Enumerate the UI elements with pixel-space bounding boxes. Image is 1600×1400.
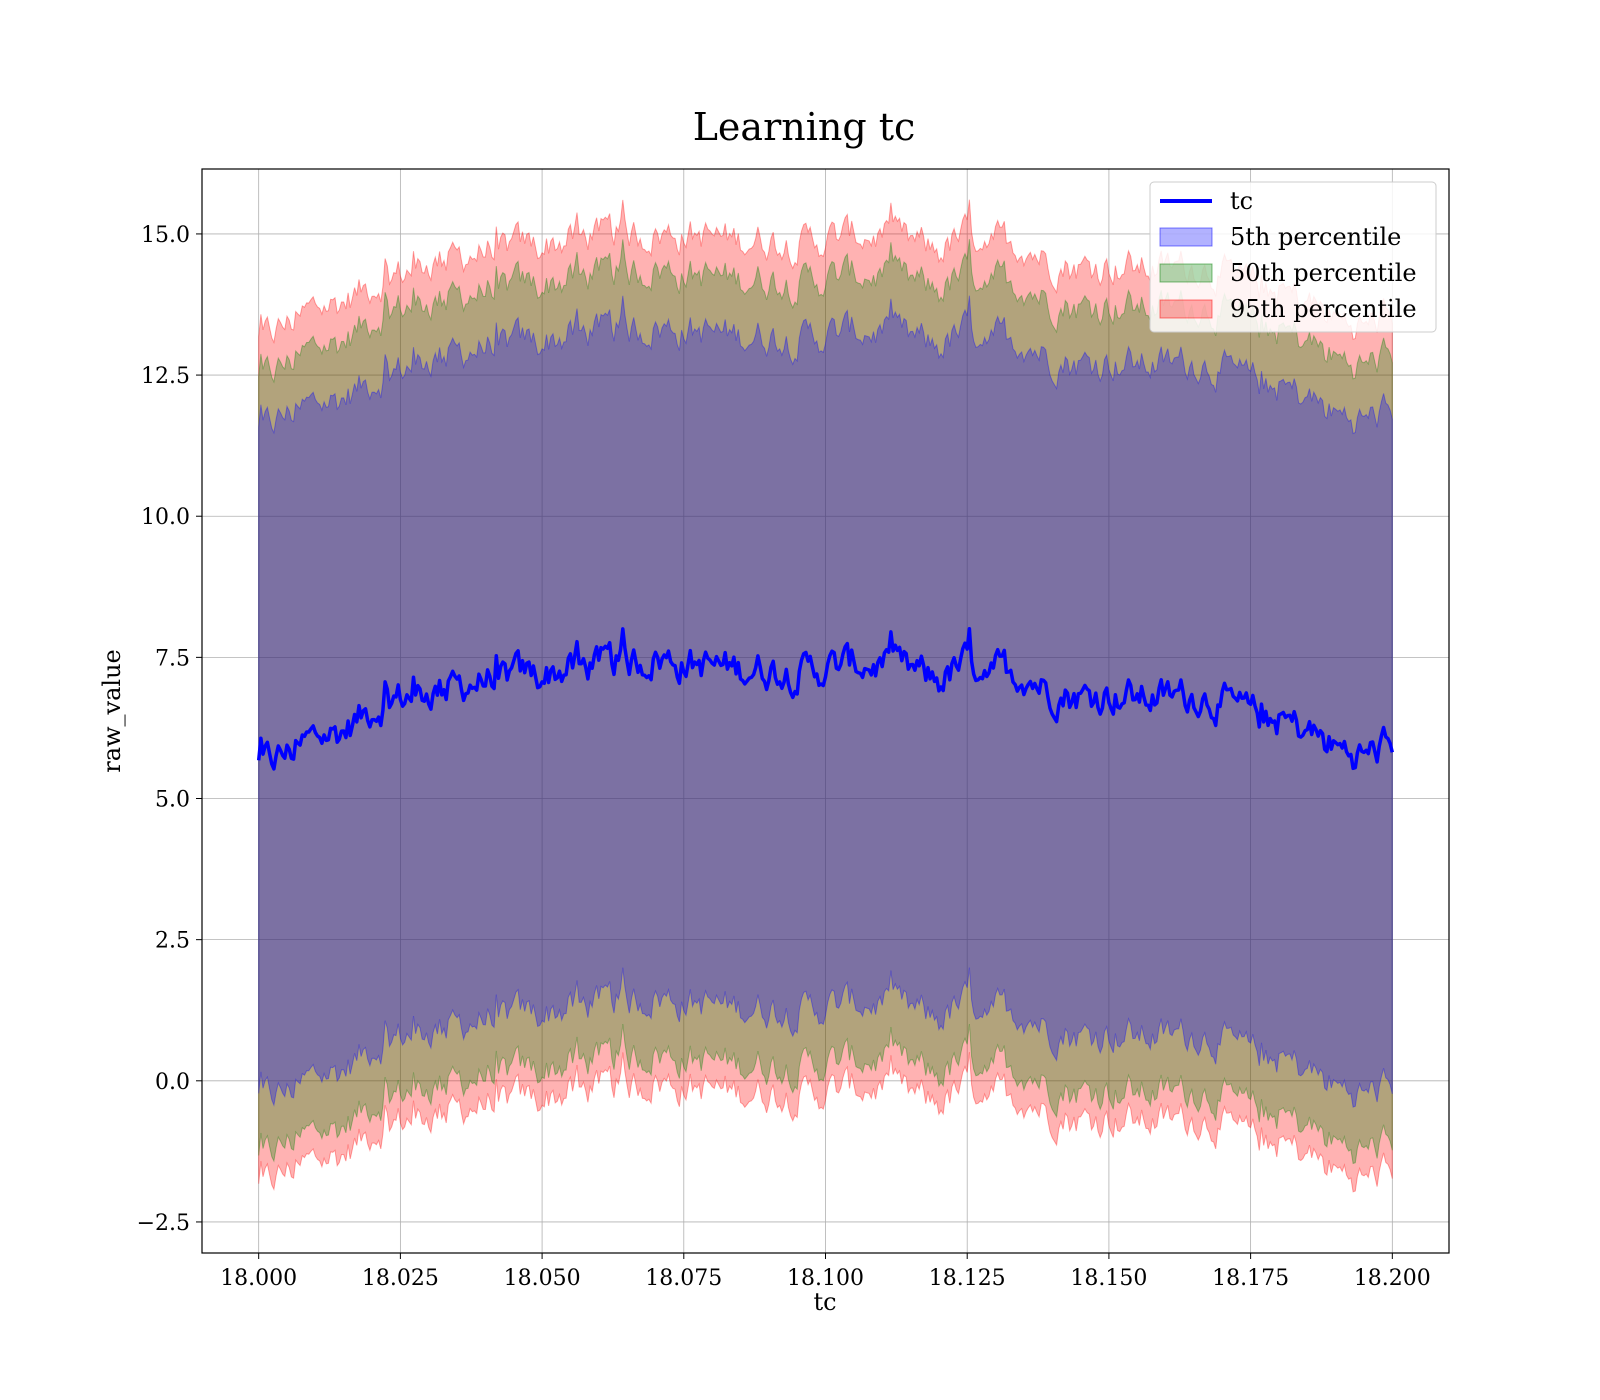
y-tick-label: −2.5 [137,1211,190,1236]
band-95th-percentile [258,199,1393,1193]
series-line-tc [256,627,1394,771]
x-tick-label: 18.075 [645,1266,722,1291]
y-tick-label: 5.0 [155,788,190,813]
x-axis: 18.000 18.025 18.050 18.075 18.100 18.125 18.1… [220,1253,1431,1291]
y-tick-label: 12.5 [141,364,190,389]
x-axis-label: tc [813,1288,836,1316]
x-tick-label: 18.200 [1354,1266,1431,1291]
legend-label-tc: tc [1230,187,1253,215]
series-lines [256,627,1394,771]
grid [202,169,1449,1253]
y-tick-label: 10.0 [141,505,190,530]
legend-swatch-50th [1159,263,1213,283]
x-tick-label: 18.000 [220,1266,297,1291]
legend-label-95th: 95th percentile [1230,295,1417,323]
percentile-bands [258,199,1393,1193]
x-tick-label: 18.125 [929,1266,1006,1291]
y-tick-label: 15.0 [141,223,190,248]
x-tick-label: 18.150 [1070,1266,1147,1291]
legend-box [1149,181,1437,333]
legend-label-50th: 50th percentile [1230,259,1417,287]
y-tick-label: 7.5 [155,646,190,671]
x-tick-label: 18.025 [362,1266,439,1291]
x-tick-label: 18.175 [1212,1266,1289,1291]
legend-label-5th: 5th percentile [1230,223,1401,251]
band-50th-percentile [258,239,1393,1165]
y-tick-label: 0.0 [155,1070,190,1095]
y-axis-label: raw_value [98,649,126,773]
legend: tc 5th percentile 50th percentile 95th p… [1149,181,1437,333]
x-tick-label: 18.050 [504,1266,581,1291]
chart-title: Learning tc [693,105,916,149]
band-5th-percentile [258,295,1393,1108]
x-tick-label: 18.100 [787,1266,864,1291]
y-tick-label: 2.5 [155,929,190,954]
legend-swatch-5th [1159,227,1213,247]
y-axis: −2.5 0.0 2.5 5.0 7.5 10.0 12.5 15.0 [137,223,202,1236]
legend-swatch-95th [1159,299,1213,319]
